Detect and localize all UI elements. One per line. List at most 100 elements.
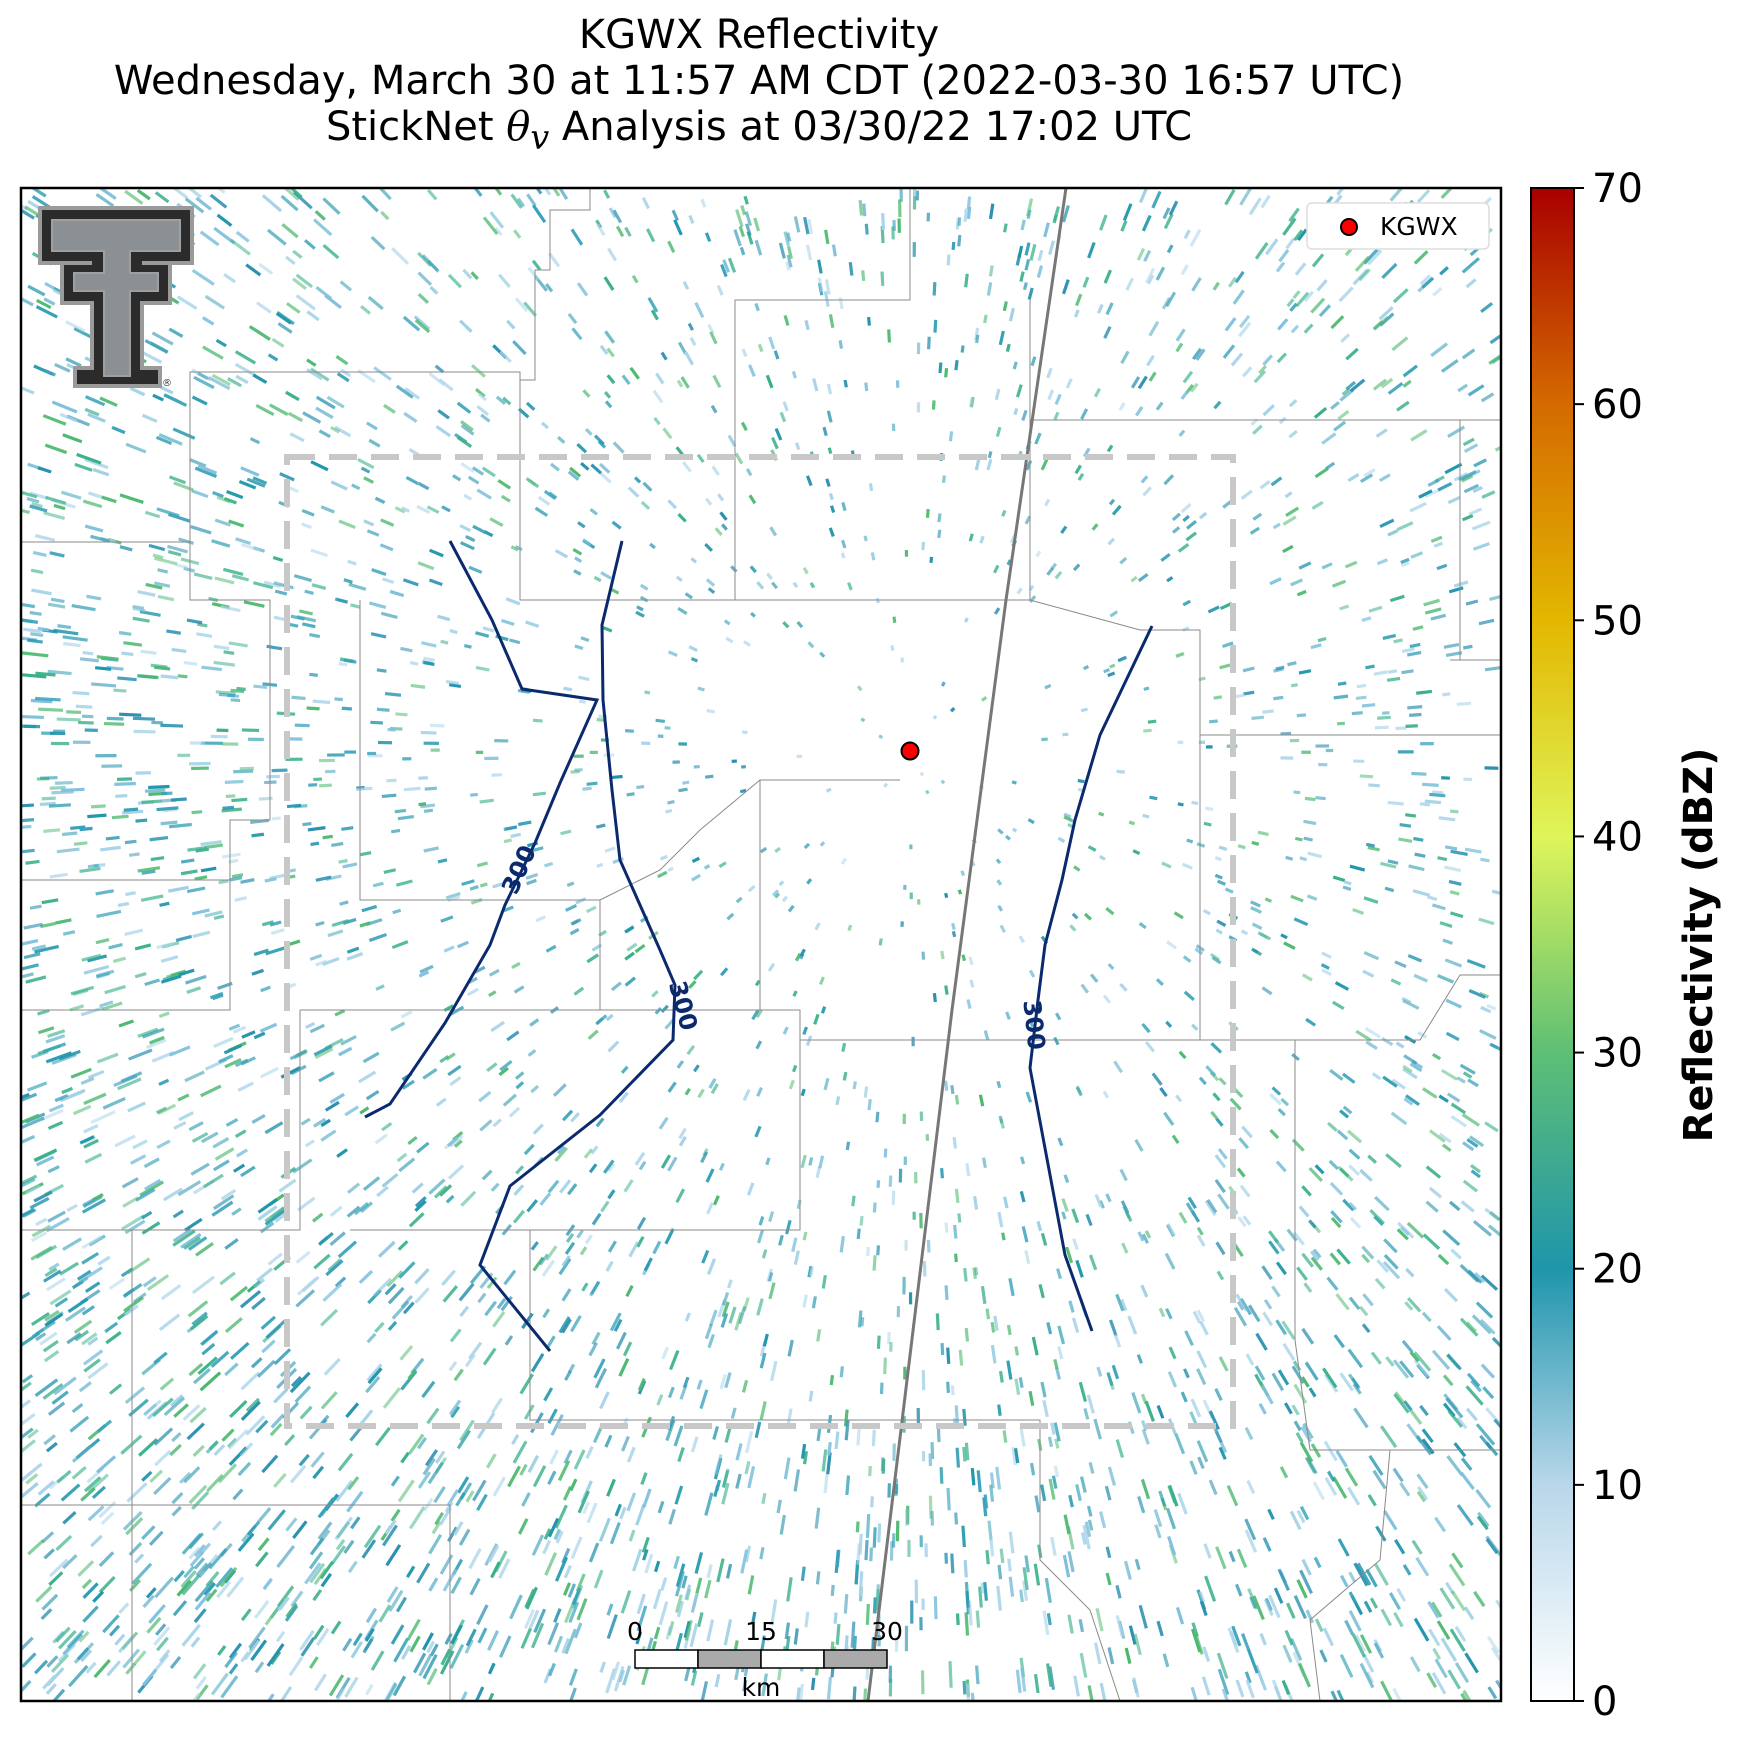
- echo-pixel: [496, 1297, 507, 1310]
- echo-pixel: [1055, 1367, 1061, 1380]
- echo-pixel: [191, 268, 215, 286]
- echo-pixel: [1477, 1511, 1490, 1528]
- echo-pixel: [402, 757, 412, 761]
- echo-pixel: [1448, 879, 1462, 886]
- echo-pixel: [531, 1534, 545, 1556]
- echo-pixel: [1199, 1600, 1208, 1617]
- echo-pixel: [1115, 1439, 1125, 1458]
- echo-pixel: [814, 1507, 821, 1529]
- echo-pixel: [1196, 1368, 1207, 1386]
- echo-pixel: [1306, 1457, 1318, 1475]
- echo-pixel: [1030, 356, 1037, 367]
- echo-pixel: [807, 641, 815, 649]
- echo-pixel: [1401, 647, 1415, 654]
- echo-pixel: [450, 1624, 463, 1645]
- echo-pixel: [727, 434, 737, 448]
- echo-pixel: [235, 537, 251, 546]
- echo-pixel: [456, 1429, 472, 1450]
- echo-pixel: [793, 1628, 799, 1645]
- echo-pixel: [267, 1252, 283, 1266]
- echo-pixel: [129, 386, 146, 397]
- echo-pixel: [1241, 1125, 1253, 1139]
- echo-pixel: [216, 728, 229, 733]
- echo-pixel: [248, 325, 271, 341]
- echo-pixel: [72, 690, 90, 696]
- echo-pixel: [664, 1228, 675, 1245]
- echo-pixel: [26, 1081, 48, 1092]
- echo-pixel: [184, 1070, 205, 1083]
- echo-pixel: [248, 1626, 266, 1649]
- echo-pixel: [144, 510, 161, 519]
- echo-pixel: [119, 545, 133, 552]
- echo-pixel: [1237, 321, 1252, 338]
- echo-pixel: [1339, 604, 1350, 611]
- echo-pixel: [1330, 315, 1345, 330]
- echo-pixel: [895, 380, 900, 388]
- echo-pixel: [1288, 207, 1300, 223]
- echo-pixel: [49, 1688, 66, 1701]
- echo-pixel: [514, 544, 523, 552]
- echo-pixel: [712, 1195, 720, 1206]
- echo-pixel: [1054, 570, 1063, 580]
- echo-pixel: [1134, 1558, 1141, 1571]
- echo-pixel: [706, 1201, 714, 1215]
- echo-pixel: [87, 863, 99, 869]
- echo-pixel: [761, 1492, 767, 1505]
- echo-pixel: [159, 1377, 175, 1391]
- echo-pixel: [509, 638, 521, 645]
- echo-pixel: [216, 495, 231, 504]
- echo-pixel: [1226, 1484, 1239, 1507]
- echo-pixel: [341, 706, 352, 711]
- echo-pixel: [745, 468, 753, 477]
- echo-pixel: [48, 1558, 69, 1578]
- echo-pixel: [120, 1071, 143, 1083]
- echo-pixel: [1365, 842, 1375, 848]
- echo-pixel: [863, 1086, 869, 1098]
- echo-pixel: [829, 1375, 835, 1386]
- echo-pixel: [1438, 1094, 1449, 1103]
- echo-pixel: [1288, 429, 1298, 439]
- echo-pixel: [1387, 382, 1404, 395]
- echo-pixel: [787, 1339, 794, 1357]
- echo-pixel: [293, 574, 313, 583]
- echo-pixel: [204, 910, 223, 918]
- echo-pixel: [267, 1509, 286, 1531]
- echo-pixel: [890, 645, 895, 651]
- echo-pixel: [532, 718, 543, 723]
- echo-pixel: [704, 232, 712, 243]
- echo-pixel: [257, 1205, 278, 1221]
- echo-pixel: [1385, 1153, 1402, 1169]
- echo-pixel: [706, 1619, 715, 1642]
- echo-pixel: [289, 1464, 307, 1484]
- echo-pixel: [712, 374, 722, 388]
- echo-pixel: [1473, 1590, 1486, 1608]
- echo-pixel: [1204, 1200, 1217, 1217]
- colorbar-gradient: [1530, 187, 1575, 1702]
- echo-pixel: [59, 1261, 79, 1276]
- echo-pixel: [506, 1030, 520, 1042]
- echo-pixel: [1236, 1167, 1246, 1178]
- echo-pixel: [1393, 1393, 1410, 1414]
- echo-pixel: [114, 781, 136, 786]
- echo-pixel: [1068, 1300, 1075, 1313]
- echo-pixel: [448, 1361, 458, 1372]
- echo-pixel: [1383, 1253, 1399, 1270]
- echo-pixel: [1119, 1168, 1128, 1182]
- echo-pixel: [475, 387, 486, 398]
- echo-pixel: [175, 563, 188, 570]
- echo-pixel: [1310, 643, 1322, 650]
- echo-pixel: [765, 374, 774, 389]
- echo-pixel: [1405, 1094, 1420, 1107]
- echo-pixel: [1474, 1272, 1486, 1283]
- echo-pixel: [1251, 840, 1260, 846]
- echo-pixel: [347, 1560, 358, 1574]
- echo-pixel: [797, 1683, 805, 1701]
- echo-pixel: [155, 435, 173, 446]
- echo-pixel: [1156, 1405, 1165, 1419]
- echo-pixel: [479, 798, 494, 804]
- echo-pixel: [1137, 1496, 1146, 1514]
- echo-pixel: [249, 437, 261, 445]
- echo-pixel: [1348, 1296, 1361, 1310]
- echo-pixel: [708, 1078, 717, 1089]
- echo-pixel: [1163, 213, 1174, 230]
